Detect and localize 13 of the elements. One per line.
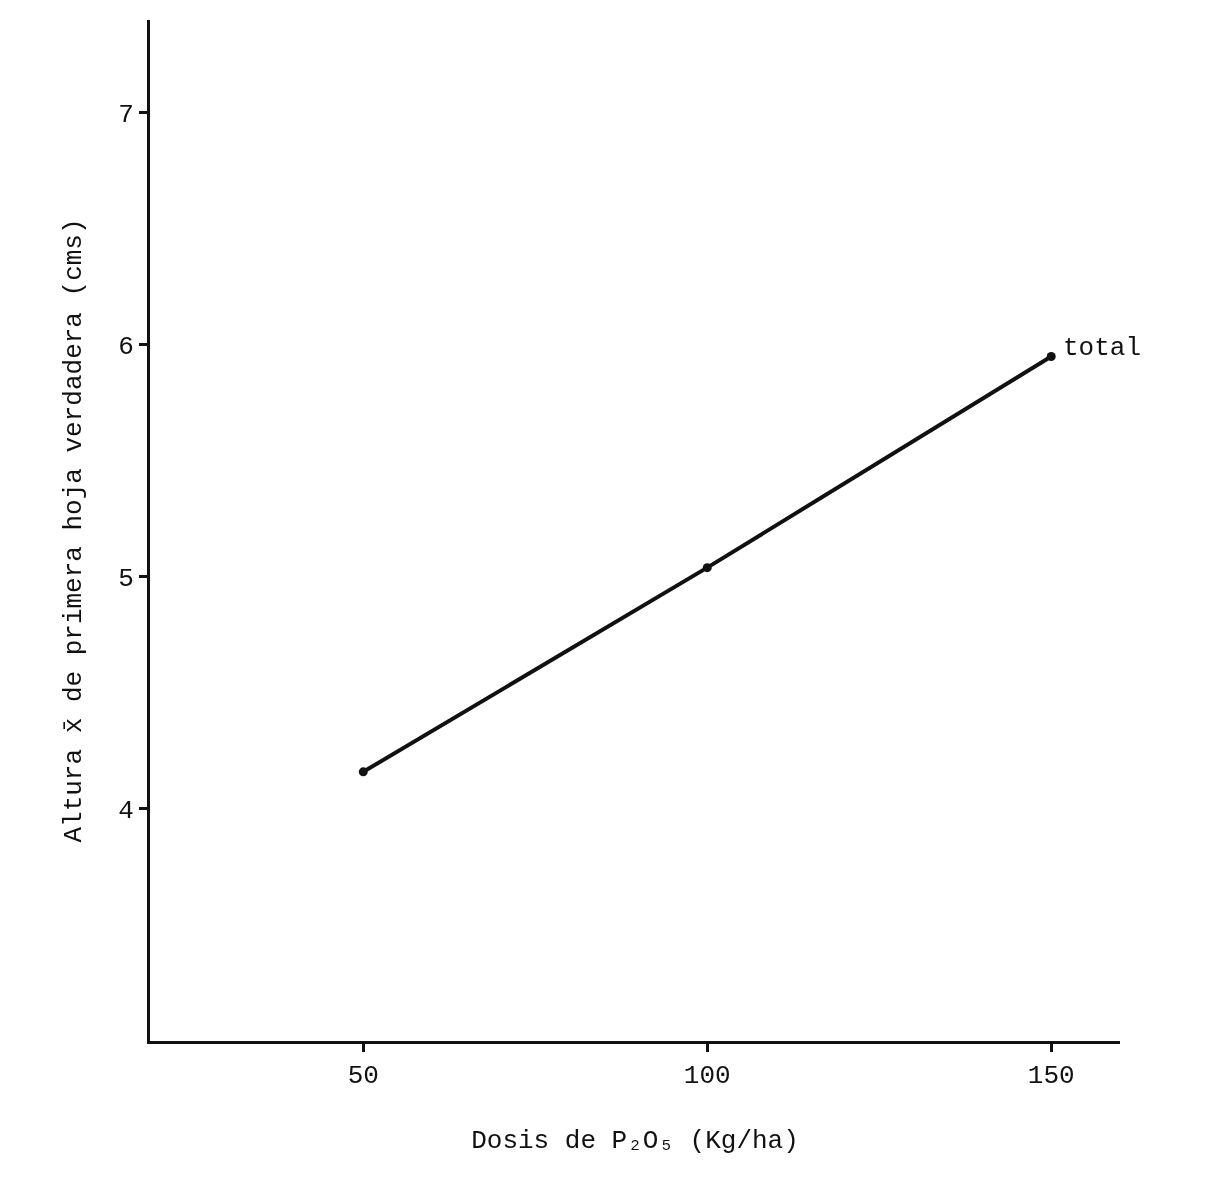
y-tick-label: 4 bbox=[118, 796, 134, 827]
x-tick-label: 150 bbox=[1027, 1061, 1075, 1092]
y-tick-label: 6 bbox=[118, 331, 134, 362]
y-tick-label: 7 bbox=[118, 99, 134, 130]
point bbox=[1046, 351, 1056, 361]
x-tick-label: 50 bbox=[347, 1061, 379, 1092]
y-tick-label: 5 bbox=[118, 564, 134, 595]
annotation: total bbox=[1063, 333, 1142, 363]
y-axis-title: Altura x̄ de primera hoja verdadera (cms) bbox=[58, 218, 89, 843]
point bbox=[702, 563, 712, 573]
point bbox=[358, 767, 368, 777]
x-axis-title: Dosis de P₂O₅ (Kg/ha) bbox=[471, 1125, 799, 1156]
x-tick-label: 100 bbox=[683, 1061, 731, 1092]
